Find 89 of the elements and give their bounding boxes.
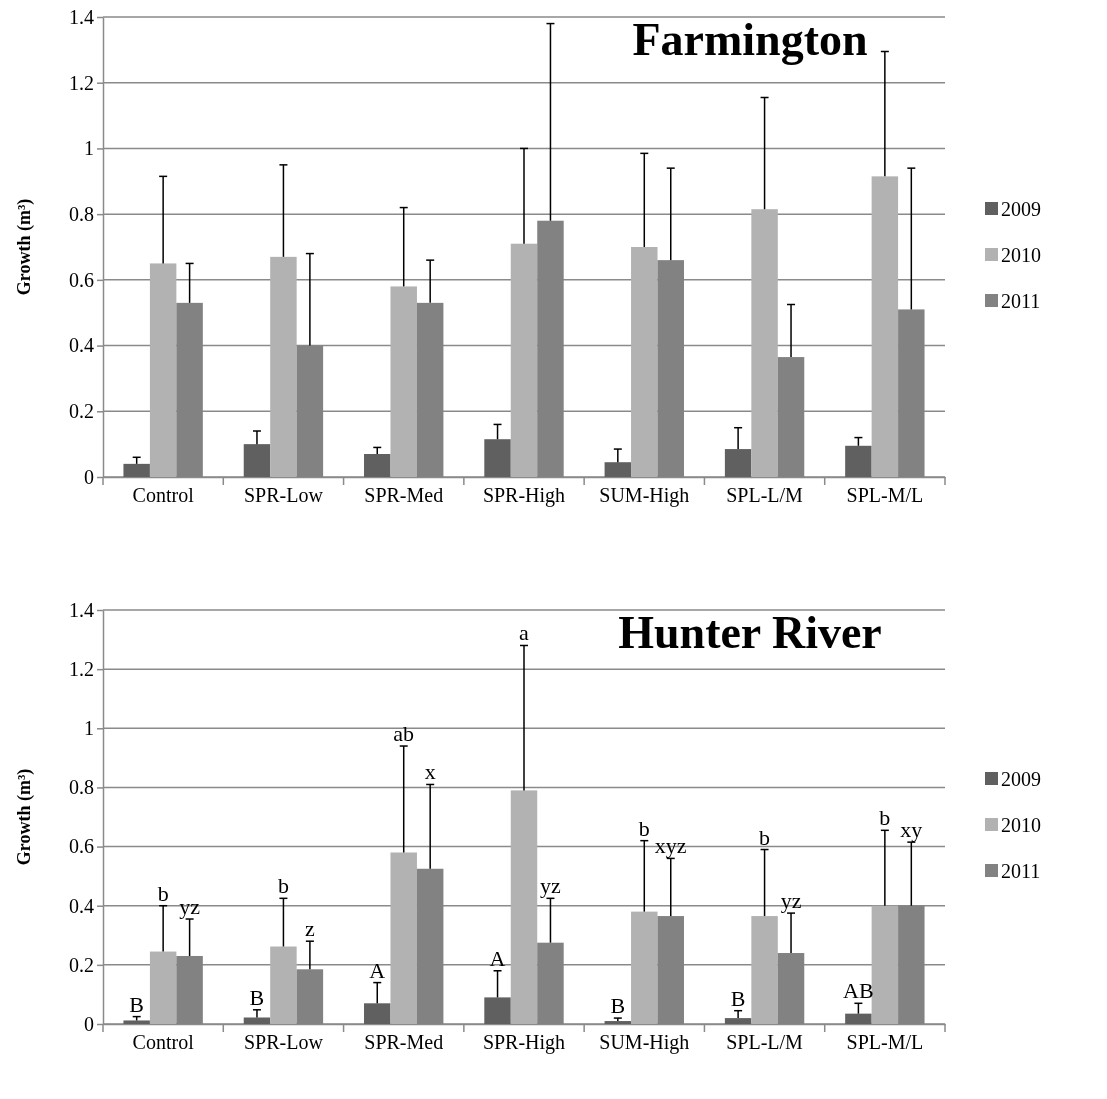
- y-tick-label: 1: [84, 137, 94, 160]
- annotation: xyz: [654, 833, 687, 859]
- bar: [123, 1020, 150, 1024]
- y-tick-label: 0.2: [69, 953, 94, 976]
- annotation: z: [305, 916, 316, 942]
- y-tick-label: 0.6: [69, 835, 94, 858]
- y-tick-label: 0.2: [69, 400, 94, 423]
- bar: [364, 454, 391, 477]
- bar: [149, 951, 177, 1024]
- y-tick-label: 0: [84, 1012, 94, 1035]
- bar: [243, 1017, 271, 1024]
- bar: [270, 946, 297, 1024]
- y-tick-label: 0.4: [69, 334, 94, 357]
- x-tick-label: Control: [132, 484, 195, 506]
- annotation: yz: [780, 888, 802, 914]
- bar: [484, 997, 511, 1024]
- legend-label: 2009: [1001, 198, 1041, 220]
- bar: [631, 247, 658, 477]
- x-tick-label: SPR-Med: [364, 484, 444, 506]
- bar: [604, 462, 632, 477]
- y-axis-title: Growth (m³): [14, 198, 35, 296]
- legend-label: 2010: [1001, 814, 1041, 836]
- bar: [510, 243, 538, 477]
- y-axis-title: Growth (m³): [14, 768, 35, 866]
- x-tick-label: SPL-L/M: [726, 1031, 804, 1053]
- x-tick-label: SPR-High: [482, 484, 566, 507]
- annotation: a: [519, 620, 530, 646]
- bar: [243, 444, 271, 477]
- x-tick-label: SPR-Low: [243, 484, 324, 506]
- x-tick-label: Control: [132, 1031, 195, 1053]
- bar: [845, 445, 872, 477]
- annotation: B: [249, 984, 265, 1010]
- bar: [604, 1021, 632, 1024]
- annotation: B: [730, 985, 746, 1011]
- y-tick-label: 0.8: [69, 203, 94, 226]
- annotation: B: [129, 991, 145, 1017]
- y-tick-label: 1.2: [69, 71, 94, 94]
- x-tick-label: SPL-M/L: [846, 1031, 924, 1053]
- bar: [390, 852, 417, 1024]
- annotation: yz: [179, 894, 201, 920]
- x-tick-label: SPR-High: [482, 1031, 566, 1054]
- annotation: yz: [540, 873, 562, 899]
- bar: [149, 263, 177, 477]
- annotation: AB: [843, 978, 874, 1004]
- bar: [123, 463, 150, 477]
- bar: [751, 209, 778, 477]
- bar: [871, 905, 899, 1024]
- chart-title: Hunter River: [618, 607, 882, 658]
- legend-label: 2011: [1001, 290, 1041, 312]
- x-tick-label: SUM-High: [599, 484, 690, 507]
- bar: [724, 1018, 752, 1024]
- bar: [364, 1003, 391, 1024]
- annotation: xy: [900, 817, 923, 843]
- bar: [751, 916, 778, 1024]
- y-tick-label: 0.4: [69, 894, 94, 917]
- annotation: A: [369, 957, 386, 983]
- annotation: B: [610, 993, 626, 1019]
- annotation: b: [638, 815, 650, 841]
- annotation: A: [489, 945, 506, 971]
- chart-title: Farmington: [632, 14, 868, 65]
- y-tick-label: 1.4: [69, 598, 94, 621]
- bar: [845, 1013, 872, 1024]
- annotation: x: [424, 759, 436, 785]
- annotation: b: [157, 880, 169, 906]
- annotation: b: [879, 805, 891, 831]
- legend-label: 2009: [1001, 768, 1041, 790]
- x-tick-label: SPR-Low: [243, 1031, 324, 1053]
- annotation: ab: [393, 721, 415, 747]
- x-tick-label: SPL-M/L: [846, 484, 924, 506]
- x-tick-label: SPR-Med: [364, 1031, 444, 1053]
- bar: [510, 790, 538, 1024]
- y-tick-label: 1: [84, 717, 94, 740]
- annotation: b: [277, 873, 289, 899]
- bar: [871, 176, 899, 477]
- y-tick-label: 0.8: [69, 776, 94, 799]
- y-tick-label: 0.6: [69, 268, 94, 291]
- bar: [724, 449, 752, 477]
- y-tick-label: 1.4: [69, 5, 94, 28]
- annotation: b: [759, 824, 771, 850]
- y-tick-label: 1.2: [69, 658, 94, 681]
- y-tick-label: 0: [84, 465, 94, 488]
- x-tick-label: SPL-L/M: [726, 484, 804, 506]
- bar: [484, 439, 511, 477]
- bar: [631, 911, 658, 1024]
- legend-label: 2011: [1001, 860, 1041, 882]
- legend-label: 2010: [1001, 244, 1041, 266]
- bar: [270, 256, 297, 477]
- x-tick-label: SUM-High: [599, 1031, 690, 1054]
- bar: [390, 286, 417, 477]
